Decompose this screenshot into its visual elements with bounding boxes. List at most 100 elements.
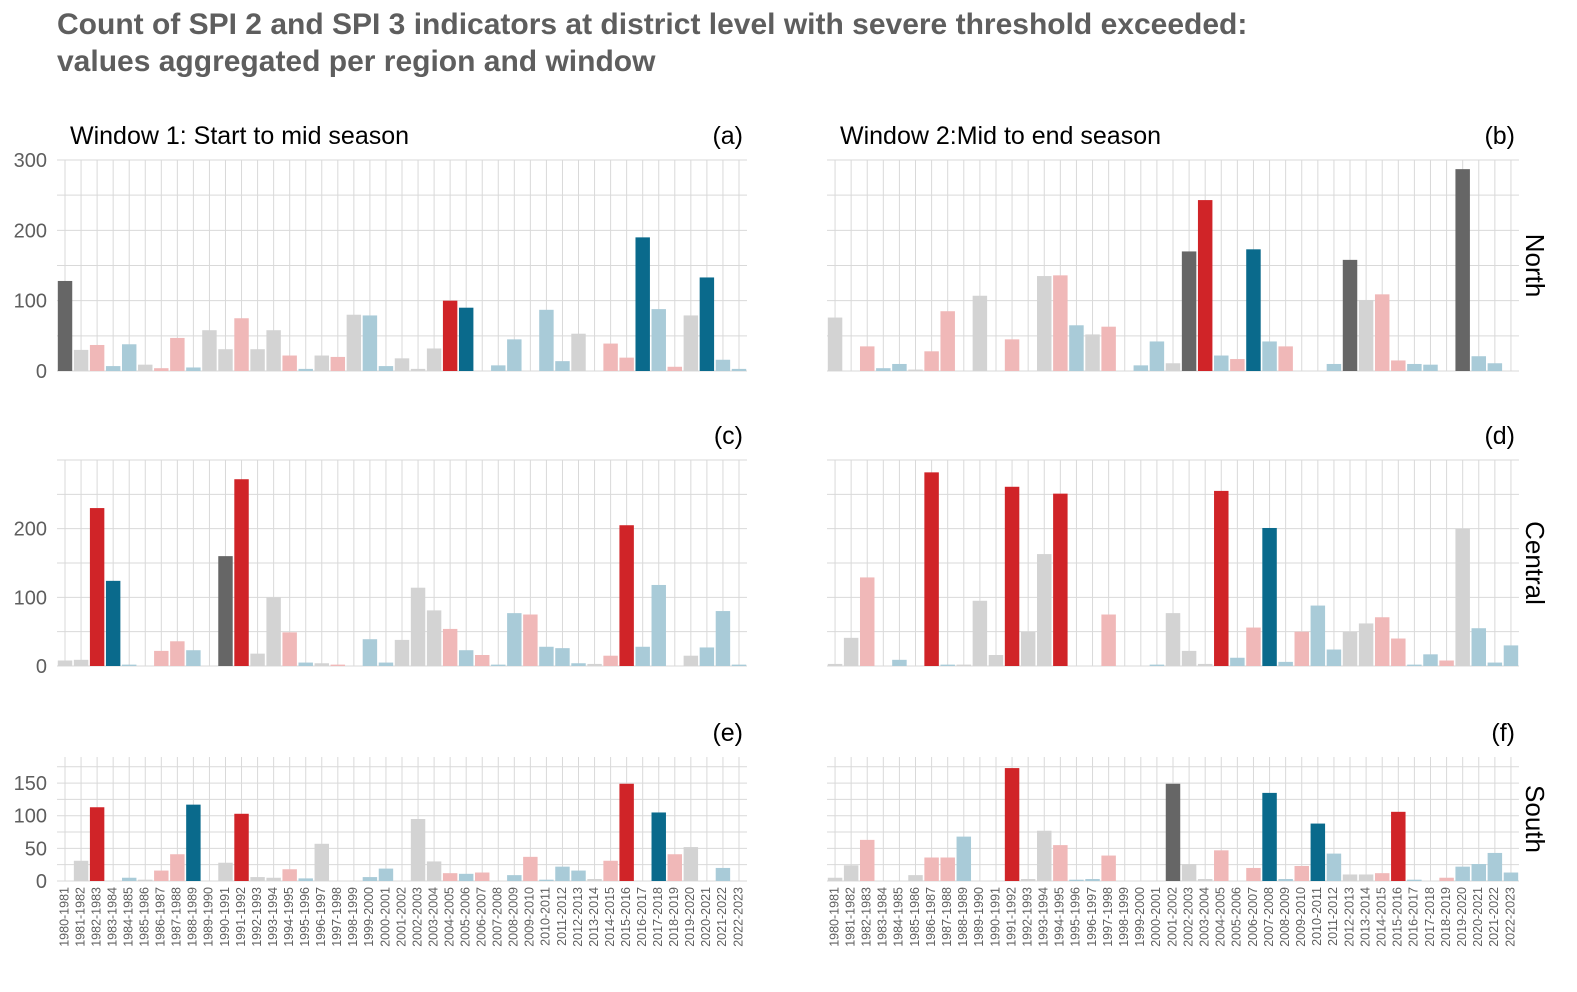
region-label: North	[1520, 234, 1550, 298]
bar-1996-1997	[1085, 879, 1100, 881]
bar-1988-1989	[956, 836, 972, 881]
bar-2019-2020	[1455, 169, 1470, 371]
bar-1997-1998	[1101, 326, 1116, 371]
x-tick-label: 1982-1983	[860, 887, 874, 947]
bar-2000-2001	[1149, 341, 1165, 371]
bar-1989-1990	[972, 295, 988, 371]
x-tick-label: 1994-1995	[282, 887, 296, 947]
bar-1983-1984	[876, 368, 891, 371]
bar-1985-1986	[908, 369, 923, 371]
x-tick-label: 2018-2019	[667, 887, 681, 947]
bar-1981-1982	[843, 865, 859, 881]
x-tick-label: 2002-2003	[410, 887, 424, 947]
bar-1988-1989	[186, 804, 201, 881]
bar-2006-2007	[1246, 249, 1261, 371]
bar-2004-2005	[1214, 850, 1229, 881]
bar-1981-1982	[73, 860, 89, 881]
bar-2002-2003	[410, 368, 426, 371]
bar-2021-2022	[1487, 852, 1503, 881]
bar-2007-2008	[491, 365, 506, 371]
x-tick-label: 1997-1998	[1101, 887, 1115, 947]
bar-1984-1985	[892, 659, 907, 666]
bar-2014-2015	[1374, 873, 1390, 881]
bar-1985-1986	[138, 879, 153, 881]
x-tick-label: 1999-2000	[362, 887, 376, 947]
bar-2000-2001	[378, 868, 394, 881]
bar-1988-1989	[956, 664, 972, 666]
bar-2016-2017	[1407, 363, 1422, 371]
bar-2019-2020	[1455, 866, 1470, 881]
x-tick-label: 1995-1996	[1069, 887, 1083, 947]
bar-2012-2013	[1342, 874, 1358, 881]
x-tick-label: 2017-2018	[651, 887, 665, 947]
bar-2012-2013	[1342, 631, 1358, 666]
bar-2001-2002	[1165, 783, 1181, 881]
bar-2004-2005	[442, 873, 458, 881]
x-tick-label: 2005-2006	[1230, 887, 1244, 947]
x-tick-label: 2006-2007	[1246, 887, 1260, 947]
bar-2010-2011	[1310, 823, 1326, 881]
chart-title-line-1: Count of SPI 2 and SPI 3 indicators at d…	[57, 8, 1248, 41]
bar-2019-2020	[1455, 528, 1470, 666]
x-tick-label: 2004-2005	[1214, 887, 1228, 947]
bar-2014-2015	[1374, 617, 1390, 666]
x-tick-label: 1999-2000	[1133, 887, 1147, 947]
bar-2013-2014	[1358, 299, 1374, 371]
x-tick-label: 1998-1999	[1117, 887, 1131, 947]
bar-2003-2004	[426, 348, 442, 371]
x-tick-label: 2018-2019	[1439, 887, 1453, 947]
y-tick-label: 100	[14, 587, 47, 609]
x-tick-label: 1985-1986	[908, 887, 922, 947]
bar-1991-1992	[1004, 768, 1020, 881]
x-tick-label: 2009-2010	[1294, 887, 1308, 947]
bar-2020-2021	[1471, 356, 1487, 371]
x-tick-label: 2001-2002	[394, 887, 408, 947]
bar-2008-2009	[1278, 661, 1293, 666]
bar-1986-1987	[154, 368, 169, 371]
bar-2019-2020	[683, 847, 699, 881]
x-tick-label: 2017-2018	[1423, 887, 1437, 947]
bar-1999-2000	[362, 639, 378, 666]
bar-2013-2014	[587, 663, 602, 666]
bar-1987-1988	[940, 664, 955, 666]
bar-2020-2021	[699, 647, 715, 666]
bar-1980-1981	[827, 317, 843, 371]
y-tick-label: 0	[36, 361, 47, 383]
x-tick-label: 2006-2007	[475, 887, 489, 947]
bar-2004-2005	[1214, 355, 1229, 371]
bar-2013-2014	[1358, 623, 1374, 666]
bar-1995-1996	[298, 368, 313, 371]
x-tick-label: 1989-1990	[972, 887, 986, 947]
bar-2015-2016	[1391, 811, 1406, 881]
x-tick-label: 2012-2013	[1342, 887, 1356, 947]
x-tick-label: 2021-2022	[1487, 887, 1501, 947]
bar-2009-2010	[1294, 865, 1309, 881]
bar-1987-1988	[170, 641, 185, 666]
bar-2003-2004	[1197, 879, 1213, 881]
bar-2006-2007	[475, 655, 490, 666]
x-tick-label: 2021-2022	[715, 887, 729, 947]
bar-1993-1994	[1037, 554, 1052, 666]
x-tick-label: 2014-2015	[1375, 887, 1389, 947]
bar-2014-2015	[603, 860, 618, 881]
bar-2011-2012	[1326, 363, 1342, 371]
bar-1991-1992	[234, 318, 249, 371]
window-title: Window 2:Mid to end season	[840, 122, 1161, 150]
y-tick-label: 0	[36, 871, 47, 893]
bar-2006-2007	[1246, 627, 1261, 666]
bar-1995-1996	[1069, 325, 1084, 371]
bar-2015-2016	[1391, 638, 1406, 666]
bar-2018-2019	[667, 854, 683, 881]
bar-2003-2004	[1197, 200, 1213, 371]
panel-label: (b)	[1484, 122, 1515, 150]
bar-2012-2013	[571, 870, 586, 881]
bar-2002-2003	[410, 587, 426, 666]
bar-1997-1998	[1101, 855, 1116, 881]
bar-1981-1982	[73, 349, 89, 371]
y-tick-label: 100	[14, 806, 47, 828]
bar-2007-2008	[1262, 792, 1277, 881]
bar-2006-2007	[1246, 867, 1261, 881]
bar-2010-2011	[539, 879, 554, 881]
bar-1983-1984	[105, 580, 121, 666]
